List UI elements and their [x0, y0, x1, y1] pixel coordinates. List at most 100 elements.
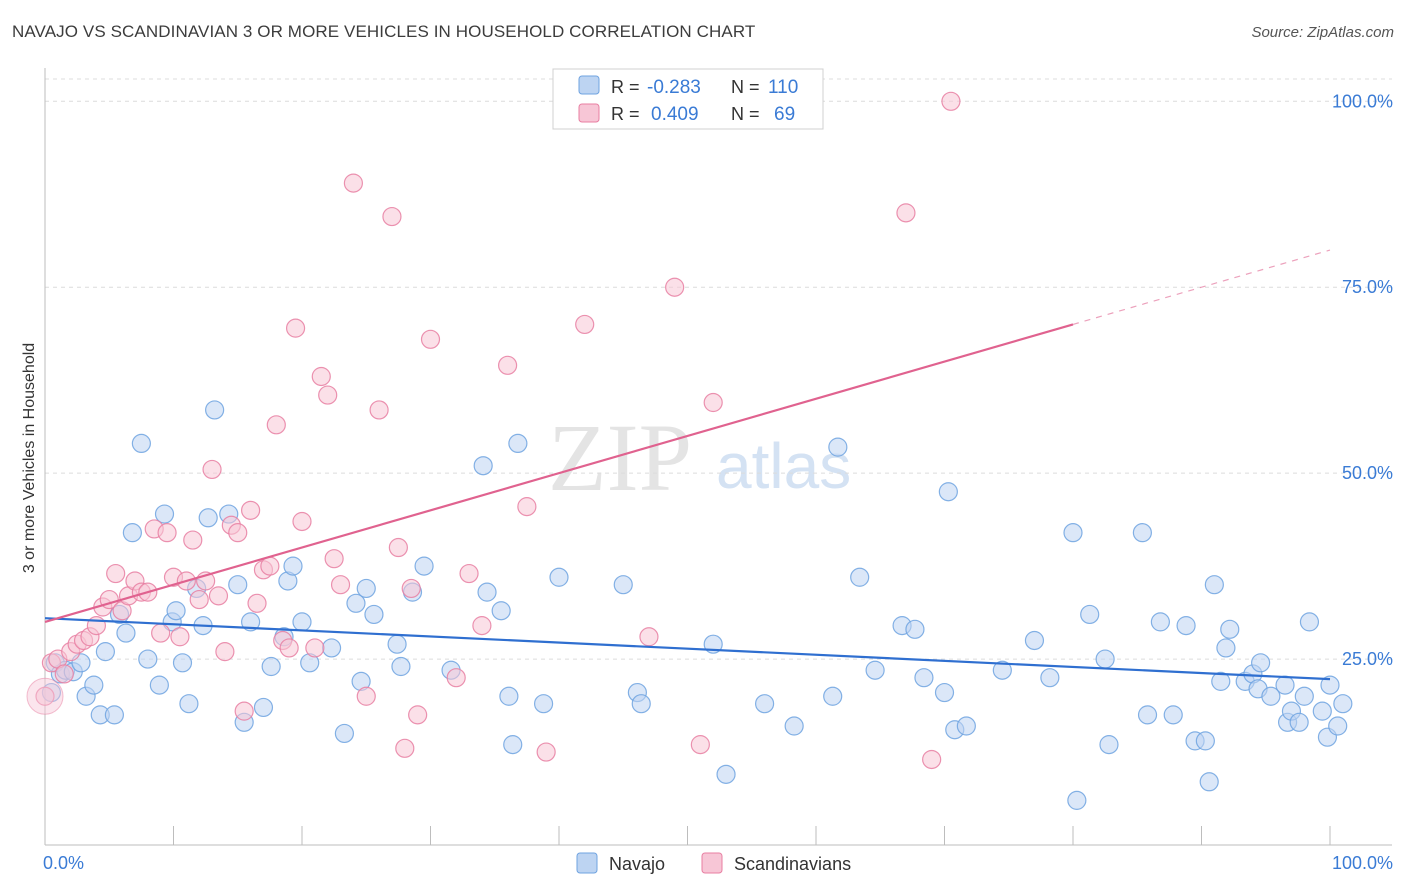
navajo-point — [1204, 575, 1224, 595]
scandinavians-point — [420, 329, 441, 349]
x-tick-label-0: 0.0% — [43, 853, 84, 873]
scandinavians-point — [305, 638, 325, 658]
navajo-point — [1261, 686, 1281, 706]
navajo-point — [1067, 790, 1087, 810]
scandinavians-point — [343, 173, 363, 193]
navajo-point — [1040, 668, 1060, 688]
scandinavians-point — [234, 701, 254, 721]
navajo-point — [1195, 731, 1215, 751]
data-points — [26, 91, 1353, 810]
scandinavians-point — [241, 500, 261, 520]
scandinavians-point — [54, 664, 74, 684]
scandinavians-point — [498, 355, 518, 375]
navajo-point — [934, 682, 955, 703]
scandinavians-point — [330, 575, 351, 595]
navajo-point — [1211, 671, 1231, 691]
navajo-point — [84, 675, 104, 695]
navajo-point — [228, 575, 248, 595]
navajo-point — [1163, 705, 1183, 725]
chart-title: NAVAJO VS SCANDINAVIAN 3 OR MORE VEHICLE… — [12, 22, 756, 41]
scandinavians-point — [311, 366, 331, 387]
series-navajo — [41, 400, 1353, 810]
legend-n-value-navajo: 110 — [768, 77, 798, 98]
axes — [44, 68, 1392, 846]
navajo-point — [956, 716, 976, 736]
navajo-point — [716, 764, 736, 784]
trend-lines — [44, 249, 1331, 681]
navajo-point — [613, 575, 633, 595]
navajo-point — [938, 482, 958, 502]
scandinavians-point — [401, 578, 421, 599]
navajo-point — [533, 694, 554, 714]
navajo-point — [473, 456, 493, 476]
bottom-legend-swatch-navajo — [576, 852, 598, 874]
navajo-point — [865, 660, 885, 680]
navajo-point — [205, 400, 225, 420]
scandinavians-point — [35, 686, 55, 706]
scandinavians-point — [388, 537, 408, 558]
scandinavians-point — [639, 627, 659, 647]
scandinavians-point — [382, 206, 402, 227]
navajo-point — [1095, 649, 1115, 669]
navajo-point — [1080, 604, 1100, 625]
legend-box: R = -0.283 N = 110 R = 0.409 N = 69 — [552, 68, 824, 130]
x-tick-label-100: 100.0% — [1332, 853, 1393, 873]
navajo-point — [499, 686, 519, 706]
navajo-point — [261, 656, 281, 677]
legend-r-value-navajo: -0.283 — [647, 77, 701, 98]
navajo-point — [198, 508, 218, 528]
scandinavians-point — [279, 638, 299, 658]
navajo-point — [1024, 630, 1045, 651]
scandinavians-point — [285, 318, 306, 338]
scandinavians-point — [106, 563, 126, 584]
navajo-point — [253, 697, 274, 718]
navajo-point — [828, 437, 848, 457]
scandinavians-point — [395, 738, 415, 758]
scandinavians-point — [941, 91, 961, 111]
bottom-legend-swatch-scandinavians — [701, 852, 723, 874]
navajo-trend-line — [44, 617, 1331, 681]
scandinavians-point — [703, 392, 723, 413]
navajo-point — [364, 604, 384, 625]
navajo-point — [346, 593, 366, 613]
navajo-point — [477, 582, 497, 602]
navajo-point — [414, 556, 434, 576]
watermark-zip: ZIP — [548, 404, 692, 511]
navajo-point — [1328, 716, 1348, 736]
scandinavians-point — [318, 385, 338, 405]
scandinavians-point — [202, 459, 222, 480]
scandinavians-cluster-point — [26, 677, 64, 715]
bottom-legend-label-scandinavians: Scandinavians — [734, 854, 851, 874]
scandinavians-point — [690, 735, 710, 755]
y-tick-label-100: 100.0% — [1332, 91, 1393, 111]
navajo-point — [1275, 675, 1295, 695]
scandinavians-point — [472, 616, 492, 636]
navajo-point — [391, 656, 411, 677]
scandinavians-point — [189, 589, 209, 610]
navajo-point — [1251, 653, 1271, 673]
navajo-point — [1063, 523, 1083, 543]
navajo-point — [1132, 523, 1152, 543]
navajo-point — [784, 716, 804, 736]
legend-r-value-scandinavians: 0.409 — [651, 104, 699, 125]
legend-n-label-navajo: N = — [731, 77, 760, 97]
navajo-point — [122, 523, 142, 543]
navajo-point — [754, 694, 775, 714]
scandinavians-point — [208, 586, 229, 606]
navajo-point — [631, 694, 651, 714]
navajo-point — [905, 619, 925, 639]
navajo-point — [508, 433, 528, 454]
bottom-legend: Navajo Scandinavians — [576, 852, 851, 874]
bottom-legend-label-navajo: Navajo — [609, 854, 665, 874]
navajo-point — [154, 504, 175, 524]
scandinavians-point — [260, 556, 280, 576]
navajo-point — [131, 433, 151, 454]
scandinavians-point — [151, 623, 171, 643]
navajo-point — [1099, 735, 1119, 755]
navajo-point — [95, 642, 115, 662]
navajo-point — [549, 567, 569, 587]
navajo-point — [179, 694, 199, 714]
scandinavians-point — [408, 705, 428, 725]
legend-swatch-navajo — [578, 75, 600, 95]
